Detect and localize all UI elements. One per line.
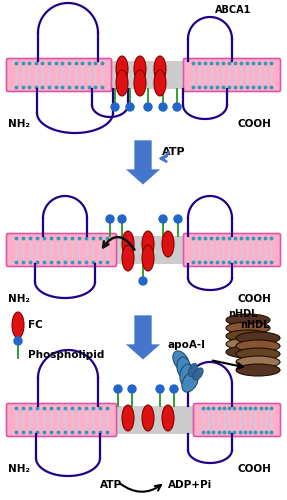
Circle shape [174, 215, 182, 223]
Text: nHDL: nHDL [228, 309, 257, 319]
Text: FC: FC [28, 320, 43, 330]
Circle shape [159, 103, 167, 111]
Text: NH₂: NH₂ [8, 464, 30, 474]
Circle shape [106, 215, 114, 223]
Circle shape [144, 103, 152, 111]
Ellipse shape [226, 338, 270, 350]
Text: ATP: ATP [162, 147, 186, 157]
Text: Phospholipid: Phospholipid [28, 350, 104, 360]
Ellipse shape [122, 231, 134, 257]
Circle shape [170, 385, 178, 393]
Bar [115, 236, 185, 264]
Ellipse shape [236, 332, 280, 344]
Ellipse shape [226, 314, 270, 326]
FancyArrow shape [125, 140, 161, 185]
Ellipse shape [236, 364, 280, 376]
Ellipse shape [122, 405, 134, 431]
FancyBboxPatch shape [7, 234, 117, 266]
Circle shape [111, 103, 119, 111]
Ellipse shape [226, 322, 270, 334]
Ellipse shape [226, 330, 270, 342]
Ellipse shape [12, 312, 24, 338]
Text: COOH: COOH [238, 464, 272, 474]
Ellipse shape [142, 405, 154, 431]
Circle shape [126, 103, 134, 111]
Text: NH₂: NH₂ [8, 119, 30, 129]
Ellipse shape [154, 56, 166, 82]
Circle shape [114, 385, 122, 393]
Ellipse shape [162, 405, 174, 431]
Circle shape [139, 277, 147, 285]
Ellipse shape [173, 351, 189, 371]
Text: nHDL: nHDL [240, 320, 269, 330]
Text: NH₂: NH₂ [8, 294, 30, 304]
Circle shape [156, 385, 164, 393]
Ellipse shape [142, 231, 154, 257]
FancyBboxPatch shape [7, 404, 117, 436]
Ellipse shape [189, 364, 197, 376]
Circle shape [159, 215, 167, 223]
Ellipse shape [180, 364, 194, 386]
Ellipse shape [116, 56, 128, 82]
FancyBboxPatch shape [193, 404, 280, 436]
Text: COOH: COOH [238, 294, 272, 304]
Text: ADP+Pi: ADP+Pi [168, 480, 212, 490]
FancyBboxPatch shape [183, 234, 280, 266]
Ellipse shape [162, 231, 174, 257]
FancyArrow shape [125, 315, 161, 360]
Circle shape [173, 103, 181, 111]
Ellipse shape [142, 245, 154, 271]
FancyBboxPatch shape [7, 58, 112, 92]
Text: ABCA1: ABCA1 [215, 5, 251, 15]
Ellipse shape [236, 340, 280, 352]
Text: ATP: ATP [100, 480, 122, 490]
Text: COOH: COOH [238, 119, 272, 129]
Text: apoA-I: apoA-I [168, 340, 206, 350]
Ellipse shape [236, 356, 280, 368]
Ellipse shape [226, 346, 270, 358]
Bar [110, 61, 185, 89]
Ellipse shape [193, 368, 203, 380]
Circle shape [128, 385, 136, 393]
Circle shape [118, 215, 126, 223]
Ellipse shape [134, 56, 146, 82]
Ellipse shape [116, 70, 128, 96]
Ellipse shape [134, 70, 146, 96]
Bar [115, 406, 195, 434]
Ellipse shape [122, 245, 134, 271]
Ellipse shape [154, 70, 166, 96]
Ellipse shape [182, 372, 198, 392]
Circle shape [14, 337, 22, 345]
FancyBboxPatch shape [183, 58, 280, 92]
Ellipse shape [177, 357, 191, 379]
Ellipse shape [236, 348, 280, 360]
